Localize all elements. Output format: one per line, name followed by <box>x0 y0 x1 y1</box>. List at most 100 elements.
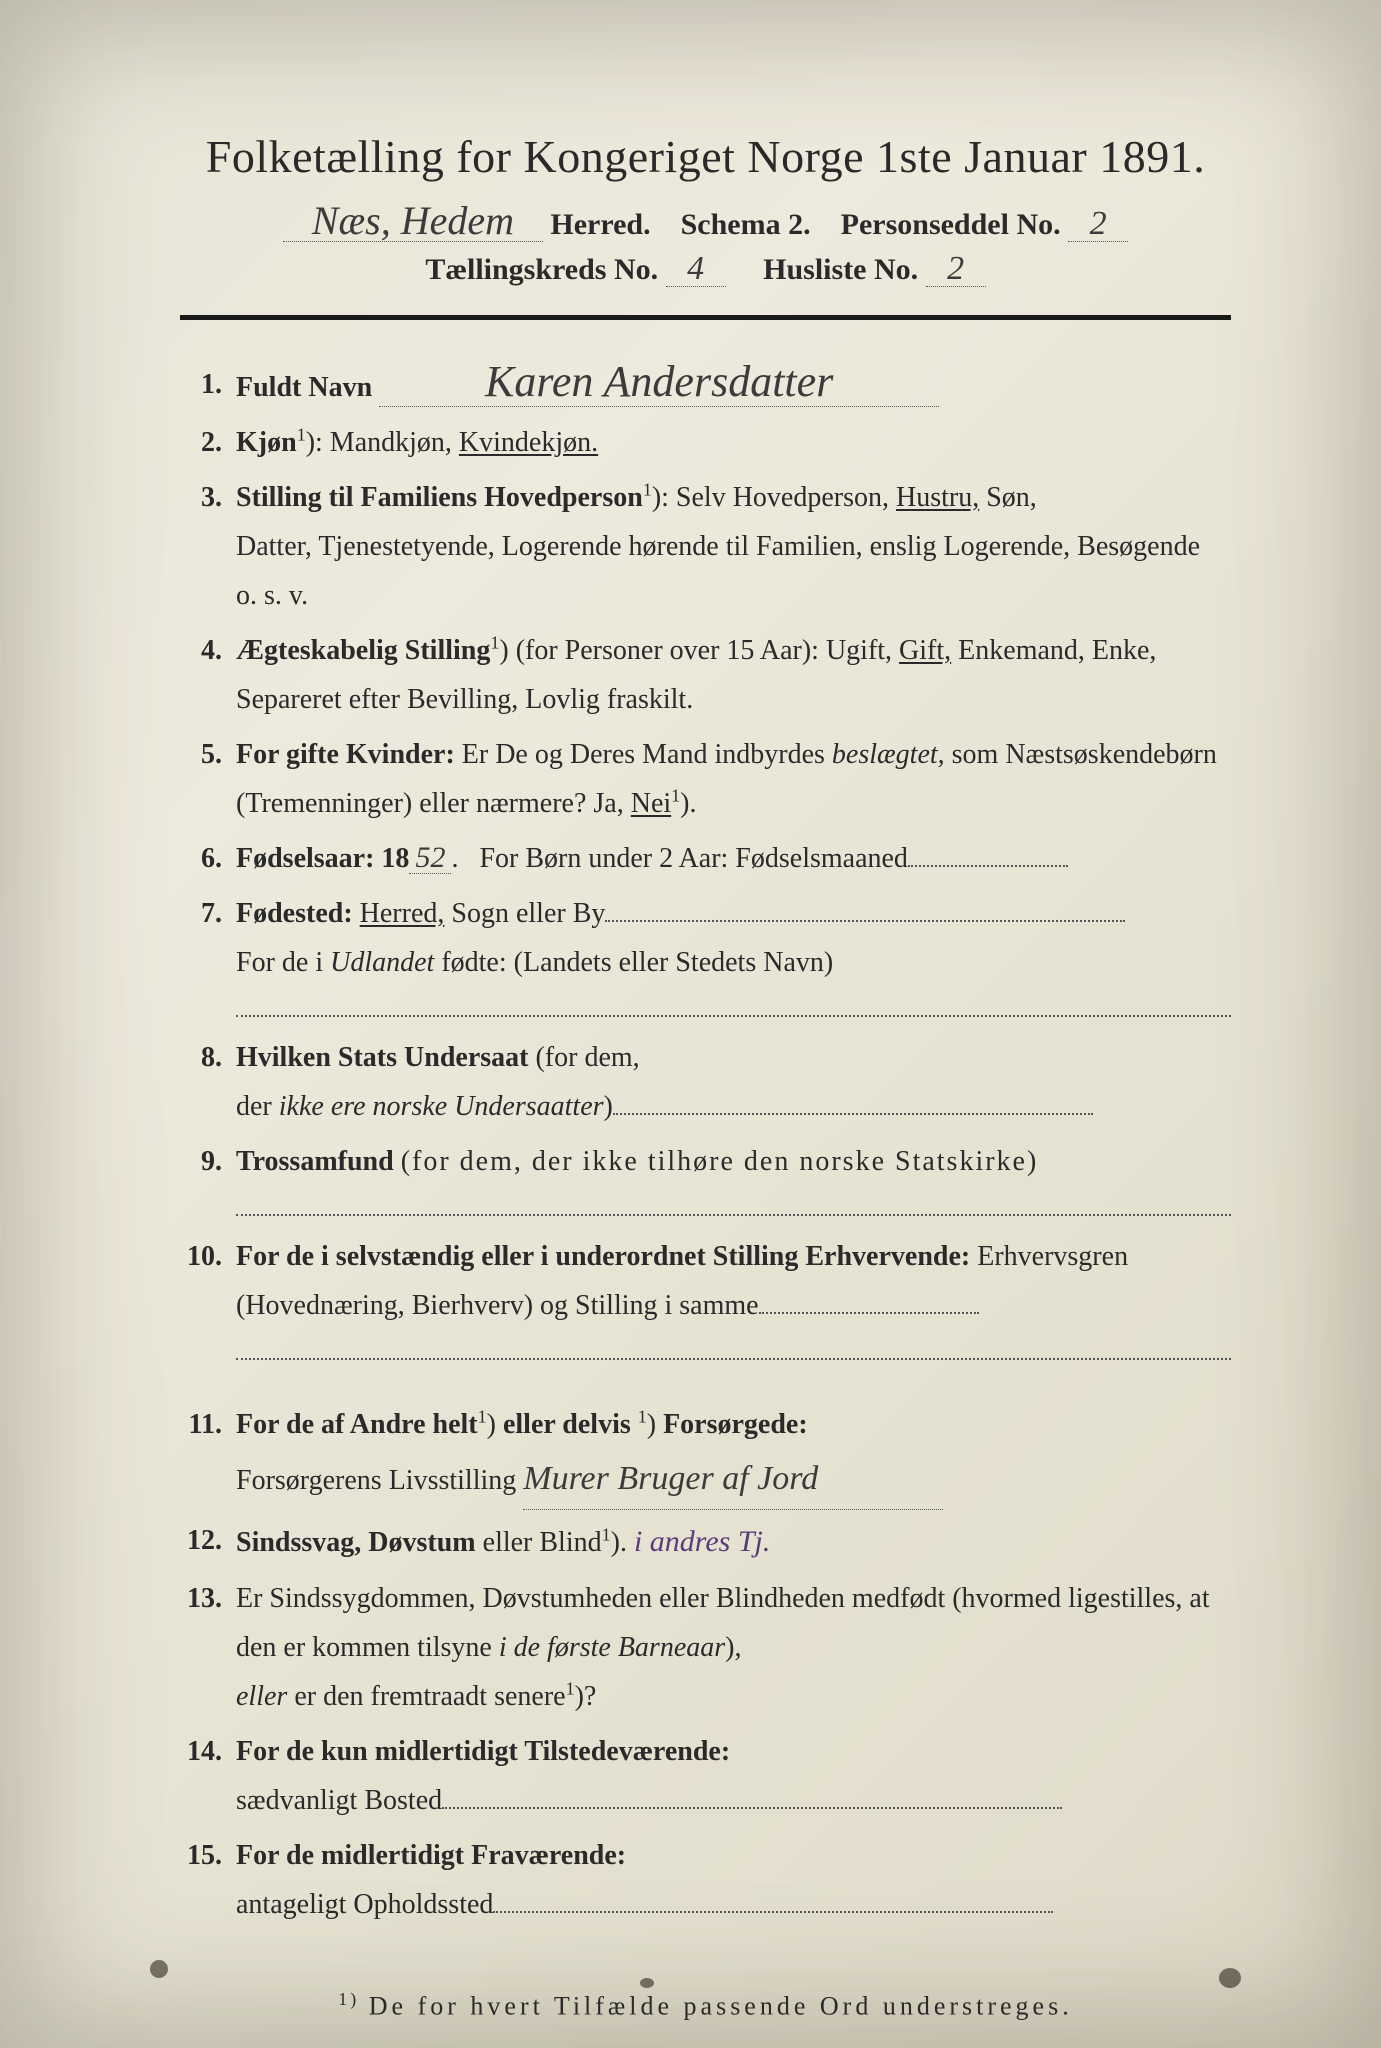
opt-13b: ), <box>725 1632 741 1663</box>
item-12-hw: i andres Tj. <box>634 1525 770 1558</box>
opt-14: sædvanligt Bosted <box>236 1785 442 1816</box>
item-6-num: 6. <box>180 834 236 883</box>
ink-spot-2 <box>640 1978 654 1988</box>
opt-7i: Udlandet <box>330 947 434 978</box>
full-name-value: Karen Andersdatter <box>379 360 939 407</box>
opt-7a: Sogn eller By <box>444 898 605 929</box>
item-14: 14. For de kun midlertidigt Tilstedevære… <box>180 1727 1231 1825</box>
pc-3: ): <box>652 482 669 513</box>
schema-label: Schema 2. <box>681 208 811 241</box>
herred-label: Herred. <box>550 208 650 241</box>
opt-gift-selected: Gift, <box>899 635 951 666</box>
opt-8c: ) <box>604 1091 613 1122</box>
item-5-label: For gifte Kvinder: <box>236 739 455 770</box>
husliste-no: 2 <box>926 252 986 287</box>
sup-4: 1 <box>490 633 499 653</box>
kreds-label: Tællingskreds No. <box>425 253 658 286</box>
item-8-num: 8. <box>180 1033 236 1131</box>
header-row-1: Næs, Hedem Herred. Schema 2. Personsedde… <box>180 201 1231 242</box>
dotfill-10a <box>759 1289 979 1314</box>
item-6: 6. Fødselsaar: 1852. For Børn under 2 Aa… <box>180 834 1231 883</box>
item-2-label: Kjøn <box>236 427 297 458</box>
item-10-num: 10. <box>180 1232 236 1370</box>
opt-7b: For de i <box>236 947 330 978</box>
item-4-label: Ægteskabelig Stilling <box>236 635 490 666</box>
item-7: 7. Fødested: Herred, Sogn eller By For d… <box>180 889 1231 1027</box>
opt-4pre: (for Personer over 15 Aar): <box>516 635 826 666</box>
sup-5: 1 <box>671 786 680 806</box>
item-11a: For de af Andre helt <box>236 1409 478 1440</box>
header-row-2: Tællingskreds No. 4 Husliste No. 2 <box>180 252 1231 287</box>
opt-mand: Mandkjøn, <box>330 427 452 458</box>
dotfill-6 <box>908 842 1068 867</box>
dotline-7 <box>236 993 1231 1017</box>
p5: . <box>689 788 696 819</box>
item-4: 4. Ægteskabelig Stilling1) (for Personer… <box>180 626 1231 724</box>
sup-13: 1 <box>566 1679 575 1699</box>
herred-value: Næs, Hedem <box>283 201 543 242</box>
opt-3b: Søn, <box>979 482 1037 513</box>
opt-4a: Ugift, <box>826 635 899 666</box>
sup-11a: 1 <box>478 1407 487 1427</box>
item-14-label: For de kun midlertidigt Tilstedeværende: <box>236 1736 730 1767</box>
item-5-num: 5. <box>180 730 236 828</box>
item-14-num: 14. <box>180 1727 236 1825</box>
opt-11: Forsørgerens Livsstilling <box>236 1465 516 1496</box>
item-15-num: 15. <box>180 1831 236 1929</box>
census-form-page: Folketælling for Kongeriget Norge 1ste J… <box>0 0 1381 2048</box>
dotfill-7a <box>605 897 1125 922</box>
form-title: Folketælling for Kongeriget Norge 1ste J… <box>180 130 1231 183</box>
personseddel-label: Personseddel No. <box>841 208 1061 241</box>
opt-3a: Selv Hovedperson, <box>676 482 896 513</box>
livsstilling-value: Murer Bruger af Jord <box>523 1449 943 1510</box>
sup-3: 1 <box>643 480 652 500</box>
item-7-label: Fødested: <box>236 898 353 929</box>
pc-2: ): <box>306 427 323 458</box>
item-9: 9. Trossamfund (for dem, der ikke tilhør… <box>180 1137 1231 1226</box>
item-15-label: For de midlertidigt Fraværende: <box>236 1840 626 1871</box>
husliste-label: Husliste No. <box>763 253 918 286</box>
ink-spot <box>150 1960 168 1978</box>
item-1: 1. Fuldt Navn Karen Andersdatter <box>180 360 1231 412</box>
dotline-9 <box>236 1192 1231 1216</box>
item-10-label: For de i selvstændig eller i underordnet… <box>236 1241 970 1272</box>
item-15: 15. For de midlertidigt Fraværende: anta… <box>180 1831 1231 1929</box>
item-2: 2. Kjøn1): Mandkjøn, Kvindekjøn. <box>180 418 1231 467</box>
item-8-label: Hvilken Stats Undersaat <box>236 1042 528 1073</box>
birthyear-value: 52 <box>409 843 451 874</box>
sup-1: 1 <box>297 425 306 445</box>
opt-5a: Er De og Deres Mand indbyrdes <box>462 739 832 770</box>
q13: ? <box>584 1681 596 1712</box>
item-7-num: 7. <box>180 889 236 1027</box>
opt-7c: fødte: (Landets eller Stedets Navn) <box>434 947 833 978</box>
item-11-num: 11. <box>180 1400 236 1510</box>
item-4-num: 4. <box>180 626 236 724</box>
item-1-label: Fuldt Navn <box>236 372 372 403</box>
opt-13i: i de første Barneaar <box>499 1632 725 1663</box>
opt-8i: ikke ere norske Undersaatter <box>279 1091 604 1122</box>
item-11c: Forsørgede: <box>663 1409 808 1440</box>
sup-12: 1 <box>602 1524 611 1544</box>
opt-15: antageligt Opholdssted <box>236 1889 493 1920</box>
divider <box>180 315 1231 320</box>
opt-8b: der <box>236 1091 279 1122</box>
item-9-num: 9. <box>180 1137 236 1226</box>
opt-hustru-selected: Hustru, <box>896 482 979 513</box>
kreds-no: 4 <box>666 252 726 287</box>
opt-kvinde-selected: Kvindekjøn. <box>459 427 598 458</box>
footnote-sup: 1) <box>338 1989 359 2009</box>
item-10: 10. For de i selvstændig eller i underor… <box>180 1232 1231 1370</box>
opt-13c: eller <box>236 1681 287 1712</box>
item-3-label: Stilling til Familiens Hovedperson <box>236 482 643 513</box>
footnote-text: De for hvert Tilfælde passende Ord under… <box>369 1992 1073 2021</box>
item-8: 8. Hvilken Stats Undersaat (for dem, der… <box>180 1033 1231 1131</box>
item-1-num: 1. <box>180 360 236 412</box>
item-3-num: 3. <box>180 473 236 620</box>
opt-5i: beslægtet, <box>832 739 945 770</box>
opt-3c: Datter, Tjenestetyende, Logerende hørend… <box>236 522 1231 571</box>
opt-13d: er den fremtraadt senere <box>287 1681 565 1712</box>
item-13-num: 13. <box>180 1574 236 1721</box>
footnote: 1) De for hvert Tilfælde passende Ord un… <box>180 1989 1231 2022</box>
dotfill-14 <box>442 1784 1062 1809</box>
opt-herred-selected: Herred, <box>360 898 445 929</box>
